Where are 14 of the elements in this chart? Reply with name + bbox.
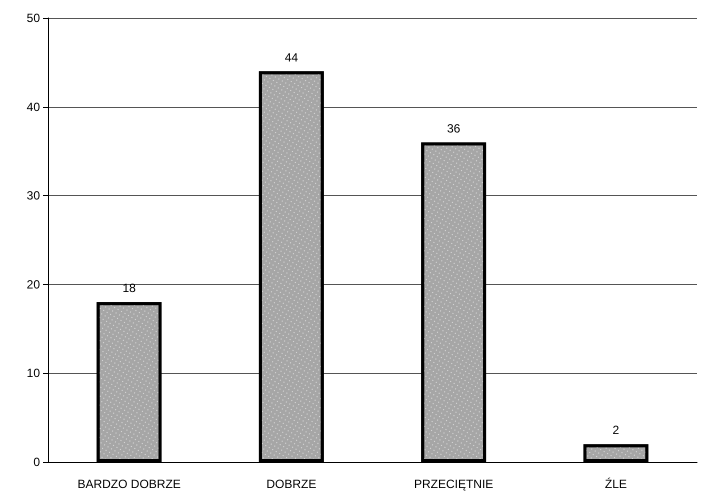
y-tick-label: 10	[26, 366, 40, 380]
x-tick-label: DOBRZE	[266, 477, 316, 491]
data-label: 36	[446, 121, 461, 136]
x-tick-label: ŹLE	[604, 477, 627, 491]
y-tick-label: 20	[26, 277, 40, 292]
y-tick-label: 50	[26, 11, 40, 25]
x-tick-label: BARDZO DOBRZE	[77, 477, 181, 491]
data-label: 44	[284, 50, 298, 64]
y-tick-label: 40	[26, 100, 40, 114]
data-label: 2	[612, 423, 620, 438]
y-tick-label: 30	[26, 188, 40, 203]
data-label: 18	[122, 281, 136, 296]
y-tick-label: 0	[33, 455, 40, 469]
x-tick-label: PRZECIĘTNIE	[414, 477, 494, 491]
